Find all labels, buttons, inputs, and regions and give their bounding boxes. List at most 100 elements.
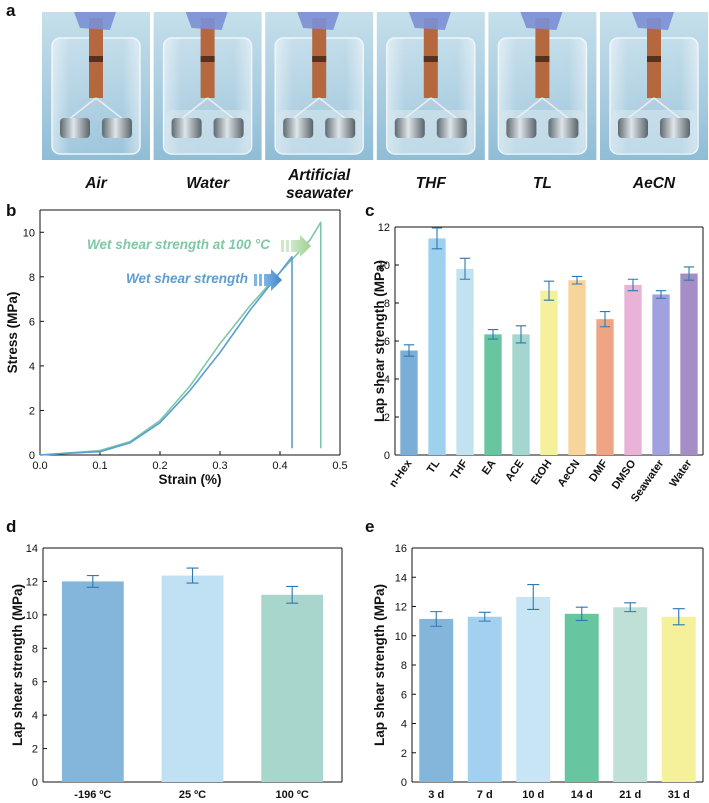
b-y-tick-label: 6 <box>29 316 35 328</box>
c-y-tick-label: 4 <box>384 374 390 386</box>
c-y-tick-label: 10 <box>378 260 390 272</box>
weight-left <box>618 118 648 138</box>
photo-6 <box>600 12 708 160</box>
c-x-tick-label: n-Hex <box>387 457 415 490</box>
e-x-tick-label: 14 d <box>571 789 593 801</box>
b-y-tick-label: 8 <box>29 272 35 284</box>
hook-wires <box>513 97 571 121</box>
c-bar <box>540 290 558 455</box>
e-x-tick-label: 3 d <box>428 789 444 801</box>
e-error-bar <box>478 611 491 622</box>
c-bar <box>512 334 530 455</box>
d-x-tick-label: 25 ºC <box>179 789 206 801</box>
e-y-tick-label: 0 <box>401 777 407 789</box>
d-y-tick-label: 10 <box>26 610 38 622</box>
c-error-bar <box>515 325 527 344</box>
e-bar <box>467 616 502 782</box>
d-y-tick-label: 0 <box>32 777 38 789</box>
weight-right <box>213 118 244 138</box>
c-y-tick-label: 0 <box>384 450 390 462</box>
c-bar <box>624 284 642 455</box>
panel-label-e: e <box>365 517 374 536</box>
b-x-tick-label: 0.0 <box>32 460 47 472</box>
e-bar <box>661 616 696 782</box>
c-x-tick-label: AeCN <box>555 458 582 489</box>
weight-left <box>394 118 425 138</box>
b-y-axis-label: Stress (MPa) <box>5 292 20 374</box>
glove <box>74 12 116 30</box>
b-series-line <box>39 221 322 456</box>
joint <box>89 56 103 62</box>
b-annotation-100c: Wet shear strength at 100 °C <box>87 237 270 252</box>
e-error-bar <box>624 602 637 613</box>
joint <box>423 56 438 62</box>
d-y-tick-label: 12 <box>26 576 38 588</box>
e-bar <box>516 596 551 782</box>
d-error-bar <box>186 567 199 584</box>
c-x-tick-label: DMF <box>587 458 611 485</box>
e-error-bar <box>430 611 443 627</box>
weight-left <box>171 118 202 138</box>
c-error-bar <box>431 227 443 250</box>
e-y-axis-label: Lap shear strength (MPa) <box>372 584 387 746</box>
c-x-tick-label: TL <box>425 458 443 476</box>
weight-right <box>325 118 356 138</box>
b-arrow-bar <box>259 274 262 286</box>
glove <box>520 12 563 30</box>
d-y-tick-label: 8 <box>32 643 38 655</box>
b-x-tick-label: 0.1 <box>92 460 107 472</box>
e-x-tick-label: 31 d <box>668 789 690 801</box>
panel-label-b: b <box>6 201 16 220</box>
c-error-bar <box>655 290 667 299</box>
photo-2 <box>153 12 262 160</box>
panel-label-c: c <box>365 201 374 220</box>
d-x-tick-label: 100 ºC <box>275 789 308 801</box>
c-y-axis-label: Lap shear strength (MPa) <box>372 260 387 422</box>
b-x-tick-label: 0.4 <box>272 460 287 472</box>
b-y-tick-label: 2 <box>29 405 35 417</box>
b-y-tick-label: 10 <box>23 227 35 239</box>
c-y-tick-label: 8 <box>384 298 390 310</box>
b-y-tick-label: 4 <box>29 361 35 373</box>
c-x-tick-label: DMSO <box>610 457 639 491</box>
b-arrow-bar <box>254 274 257 286</box>
weight-right <box>548 118 579 138</box>
e-y-tick-label: 8 <box>401 660 407 672</box>
c-x-tick-label: EtOH <box>529 458 555 487</box>
d-error-bar <box>286 585 299 604</box>
photo-caption-2: Water <box>186 175 230 192</box>
weight-right <box>436 118 467 138</box>
b-x-tick-label: 0.2 <box>152 460 167 472</box>
panel-label-d: d <box>6 517 16 536</box>
glove <box>408 12 451 30</box>
c-bar <box>596 319 614 455</box>
c-error-bar <box>403 344 415 357</box>
e-bar <box>419 618 454 782</box>
e-y-tick-label: 16 <box>395 543 407 555</box>
weight-left <box>60 118 90 138</box>
c-x-tick-label: EA <box>480 458 499 477</box>
d-y-tick-label: 6 <box>32 677 38 689</box>
d-y-tick-label: 4 <box>32 710 38 722</box>
photo-1 <box>42 12 150 160</box>
joint <box>535 56 550 62</box>
chart-e-time: 0 2 4 6 8 10 12 14 16 3 d 7 d 10 d 14 d 21 d 31 d Lap s… <box>372 543 704 801</box>
weight-left <box>283 118 314 138</box>
hook-wires <box>179 97 237 121</box>
joint <box>312 56 327 62</box>
b-arrow-100c <box>291 235 311 257</box>
c-bar <box>400 350 418 455</box>
weight-right <box>102 118 132 138</box>
c-error-bar <box>571 275 583 285</box>
photo-4 <box>376 12 485 160</box>
d-bar <box>261 594 324 782</box>
b-arrow-bar <box>286 240 289 252</box>
e-y-tick-label: 6 <box>401 689 407 701</box>
c-y-tick-label: 2 <box>384 412 390 424</box>
e-y-tick-label: 10 <box>395 631 407 643</box>
d-x-tick-label: -196 ºC <box>74 789 111 801</box>
photo-caption-3: seawater <box>286 185 353 202</box>
c-y-tick-label: 12 <box>378 222 390 234</box>
c-error-bar <box>627 278 639 292</box>
